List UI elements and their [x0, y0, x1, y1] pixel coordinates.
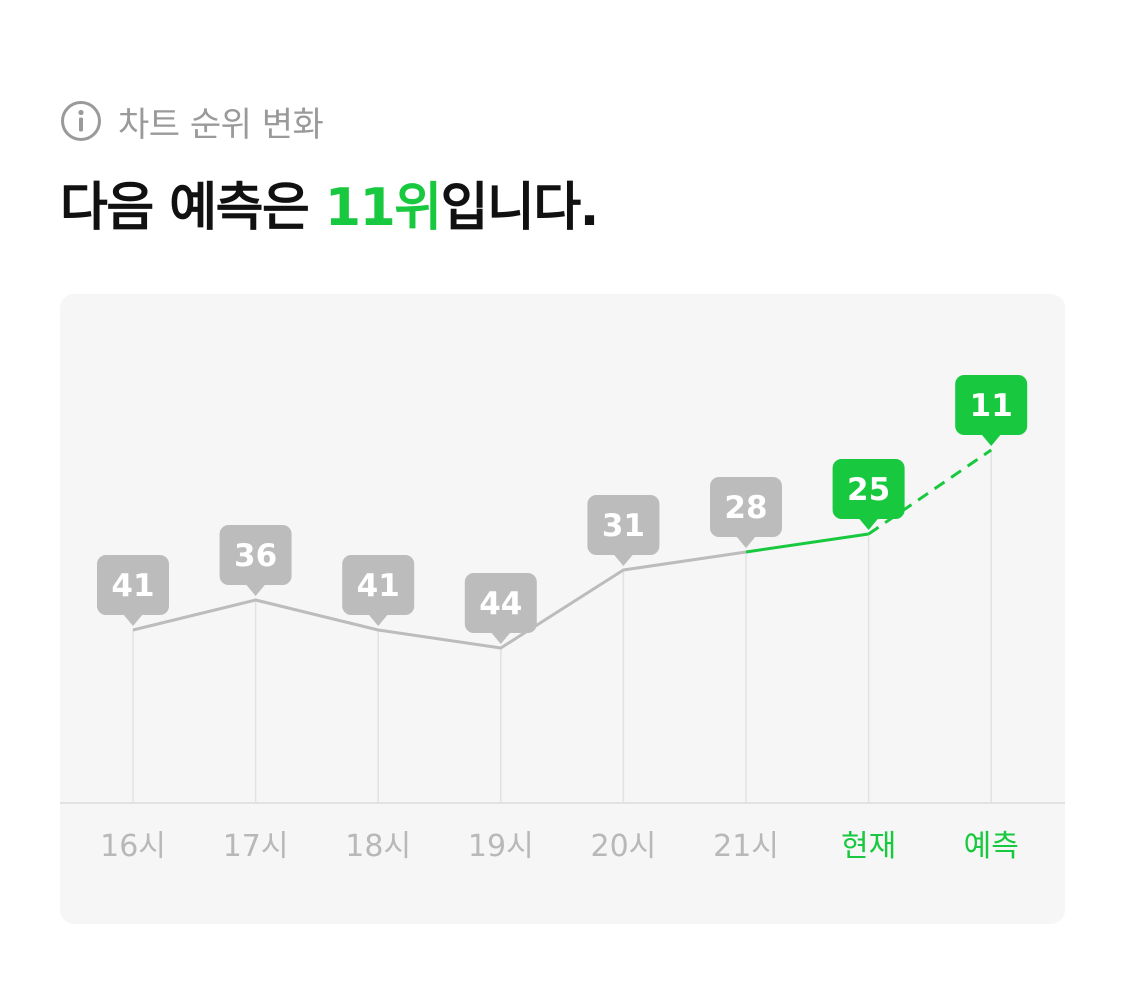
data-point-badge — [832, 459, 905, 519]
history-series-line — [132, 550, 747, 650]
data-point-badge-tip — [368, 614, 389, 626]
data-label: 28 — [724, 490, 767, 526]
data-label: 31 — [602, 508, 645, 544]
data-point-badge — [464, 573, 537, 633]
x-tick-label: 19시 — [468, 829, 534, 864]
data-point-badge-tip — [490, 632, 511, 644]
data-point-badge — [955, 375, 1028, 435]
predicted-rank: 11위 — [324, 178, 442, 238]
data-point-badge — [587, 495, 660, 555]
subtitle-row: 차트 순위 변화 — [60, 95, 598, 147]
data-label: 11 — [970, 388, 1013, 424]
data-point-badge-tip — [613, 554, 634, 566]
data-point-badge — [97, 555, 169, 615]
rank-line-chart: 41 36 41 44 31 28 25 11 16시 17시 18시 19시 20시 21시 현재 예측 — [60, 375, 1065, 864]
x-tick-label: 17시 — [223, 829, 289, 864]
data-point-badge-tip — [858, 518, 879, 530]
info-icon[interactable] — [60, 100, 102, 142]
current-series-segment — [745, 532, 869, 554]
data-label: 41 — [111, 568, 154, 604]
header: 차트 순위 변화 다음 예측은 11위입니다. — [60, 95, 600, 240]
data-label: 36 — [234, 538, 277, 574]
x-tick-label: 16시 — [100, 829, 166, 864]
prediction-series-segment — [867, 448, 993, 536]
data-point-badge-tip — [123, 614, 143, 626]
x-tick-label: 18시 — [345, 829, 411, 864]
headline-prefix: 다음 예측은 — [60, 178, 325, 238]
rank-chart-card: 41 36 41 44 31 28 25 11 16시 17시 18시 19시 20시 21시 현재 예측 — [60, 294, 1065, 924]
x-tick-label: 21시 — [713, 829, 779, 864]
data-point-badge-tip — [736, 536, 756, 548]
x-tick-label: 예측 — [964, 829, 1019, 864]
data-point-badge — [219, 525, 292, 585]
headline-suffix: 입니다. — [440, 178, 600, 238]
data-point-badge — [342, 555, 415, 615]
data-point-badge-tip — [245, 584, 266, 596]
x-tick-label: 20시 — [591, 829, 657, 864]
prediction-headline: 다음 예측은 11위입니다. — [60, 165, 600, 240]
data-point-badge-tip — [981, 434, 1002, 446]
data-point-badge — [710, 477, 782, 537]
data-label: 41 — [357, 568, 400, 604]
data-label: 25 — [847, 472, 890, 508]
x-tick-label: 현재 — [841, 829, 896, 864]
chart-rank-subtitle: 차트 순위 변화 — [118, 104, 324, 145]
data-label: 44 — [479, 586, 522, 622]
